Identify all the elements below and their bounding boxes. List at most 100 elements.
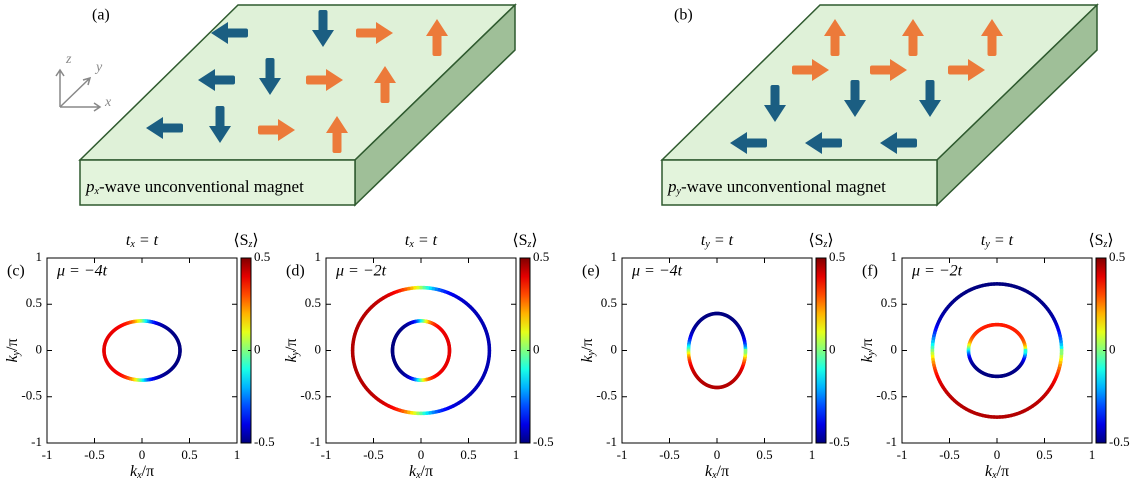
text-part: y: [586, 350, 597, 356]
colorbar-tick-label: -0.5: [254, 434, 275, 449]
colorbar-label: ⟨Sz⟩: [808, 232, 833, 251]
axis-y: y: [94, 60, 103, 75]
y-tick-label: -0.5: [21, 388, 42, 403]
colorbar-tick-label: -0.5: [1109, 434, 1130, 449]
axis-x: x: [104, 95, 112, 110]
text-part: x: [136, 470, 142, 481]
y-tick-label: -0.5: [300, 388, 321, 403]
text-part: x: [408, 239, 414, 250]
y-tick-label: 1: [611, 249, 618, 264]
y-tick-label: 0: [315, 341, 322, 356]
colorbar-tick-label: 0: [1109, 341, 1116, 356]
y-tick-label: -1: [310, 434, 321, 449]
text-part: = t: [135, 232, 159, 249]
plot-title: ty = t: [981, 232, 1014, 251]
text-part: /π: [859, 338, 876, 351]
text-part: ⟩: [1107, 232, 1113, 249]
text-part: t: [126, 232, 131, 249]
plot-frame: [325, 257, 517, 444]
axis-z: z: [65, 52, 72, 67]
text-part: y: [984, 239, 990, 250]
panel-label: (b): [674, 7, 693, 24]
colorbar-tick-label: -0.5: [829, 434, 850, 449]
x-axis-label: kx/π: [130, 463, 154, 482]
colorbar-label: ⟨Sz⟩: [512, 232, 537, 251]
text-part: z: [526, 239, 531, 250]
y-tick-label: -1: [31, 434, 42, 449]
caption-part: p: [667, 177, 677, 196]
text-part: ⟩: [252, 232, 258, 249]
slab-b: [660, 3, 1099, 207]
caption: px-wave unconventional magnet: [85, 177, 304, 197]
caption-part: x: [94, 186, 100, 197]
caption-part: -wave unconventional magnet: [99, 177, 304, 196]
x-tick-label: -0.5: [363, 447, 384, 462]
text-part: ⟨S: [1088, 232, 1103, 249]
text-part: k: [283, 355, 300, 363]
x-tick-label: -1: [321, 447, 332, 462]
colorbar-tick-label: 0.5: [533, 249, 549, 264]
plot-frame: [621, 257, 813, 444]
y-tick-label: 1: [891, 249, 898, 264]
x-tick-label: -1: [42, 447, 53, 462]
annotation: μ = −4t: [631, 263, 683, 280]
y-tick-label: 0: [611, 341, 618, 356]
colorbar-label: ⟨Sz⟩: [1088, 232, 1113, 251]
text-part: k: [859, 355, 876, 363]
y-axis-label: ky/π: [4, 338, 23, 362]
y-tick-label: -0.5: [596, 388, 617, 403]
panel-label: (e): [582, 263, 600, 280]
x-tick-label: 1: [234, 447, 241, 462]
annotation: μ = −2t: [335, 263, 387, 280]
plot-title: tx = t: [126, 232, 159, 251]
x-tick-label: 0: [418, 447, 425, 462]
text-part: k: [579, 355, 596, 363]
annotation: μ = −2t: [911, 263, 963, 280]
text-part: k: [4, 355, 21, 363]
colorbar-tick-label: 0: [533, 341, 540, 356]
text-part: t: [981, 232, 986, 249]
slab-a: [78, 3, 517, 207]
caption: py-wave unconventional magnet: [667, 177, 886, 197]
text-part: y: [11, 350, 22, 356]
caption-part: -wave unconventional magnet: [681, 177, 886, 196]
plot-title: ty = t: [701, 232, 734, 251]
panel-label: (a): [92, 7, 110, 24]
x-tick-label: 0: [994, 447, 1001, 462]
x-tick-label: 1: [809, 447, 816, 462]
text-part: /π: [997, 463, 1010, 480]
colorbar-tick-label: 0: [254, 341, 261, 356]
text-part: x: [415, 470, 421, 481]
text-part: = t: [710, 232, 734, 249]
plot-title: tx = t: [405, 232, 438, 251]
x-axis-label: kx/π: [705, 463, 729, 482]
text-part: z: [822, 239, 827, 250]
y-tick-label: -1: [886, 434, 897, 449]
text-part: k: [130, 463, 138, 480]
colorbar-tick-label: 0.5: [254, 249, 270, 264]
text-part: y: [704, 239, 710, 250]
y-tick-label: 1: [36, 249, 43, 264]
y-tick-label: 0.5: [881, 295, 897, 310]
y-tick-label: -0.5: [876, 388, 897, 403]
text-part: ⟨S: [808, 232, 823, 249]
y-tick-label: 1: [315, 249, 322, 264]
x-tick-label: 1: [1089, 447, 1096, 462]
x-axis-label: kx/π: [409, 463, 433, 482]
text-part: z: [1102, 239, 1107, 250]
y-tick-label: 0: [891, 341, 898, 356]
colorbar-tick-label: 0.5: [829, 249, 845, 264]
text-part: y: [290, 350, 301, 356]
text-part: /π: [283, 338, 300, 351]
plot-frame: [46, 257, 238, 444]
text-part: x: [991, 470, 997, 481]
text-part: y: [866, 350, 877, 356]
text-part: ⟩: [531, 232, 537, 249]
text-part: /π: [717, 463, 730, 480]
y-axis-label: ky/π: [859, 338, 878, 362]
x-tick-label: -1: [897, 447, 908, 462]
caption-part: y: [676, 186, 682, 197]
text-part: /π: [579, 338, 596, 351]
panel-label: (f): [862, 263, 878, 280]
